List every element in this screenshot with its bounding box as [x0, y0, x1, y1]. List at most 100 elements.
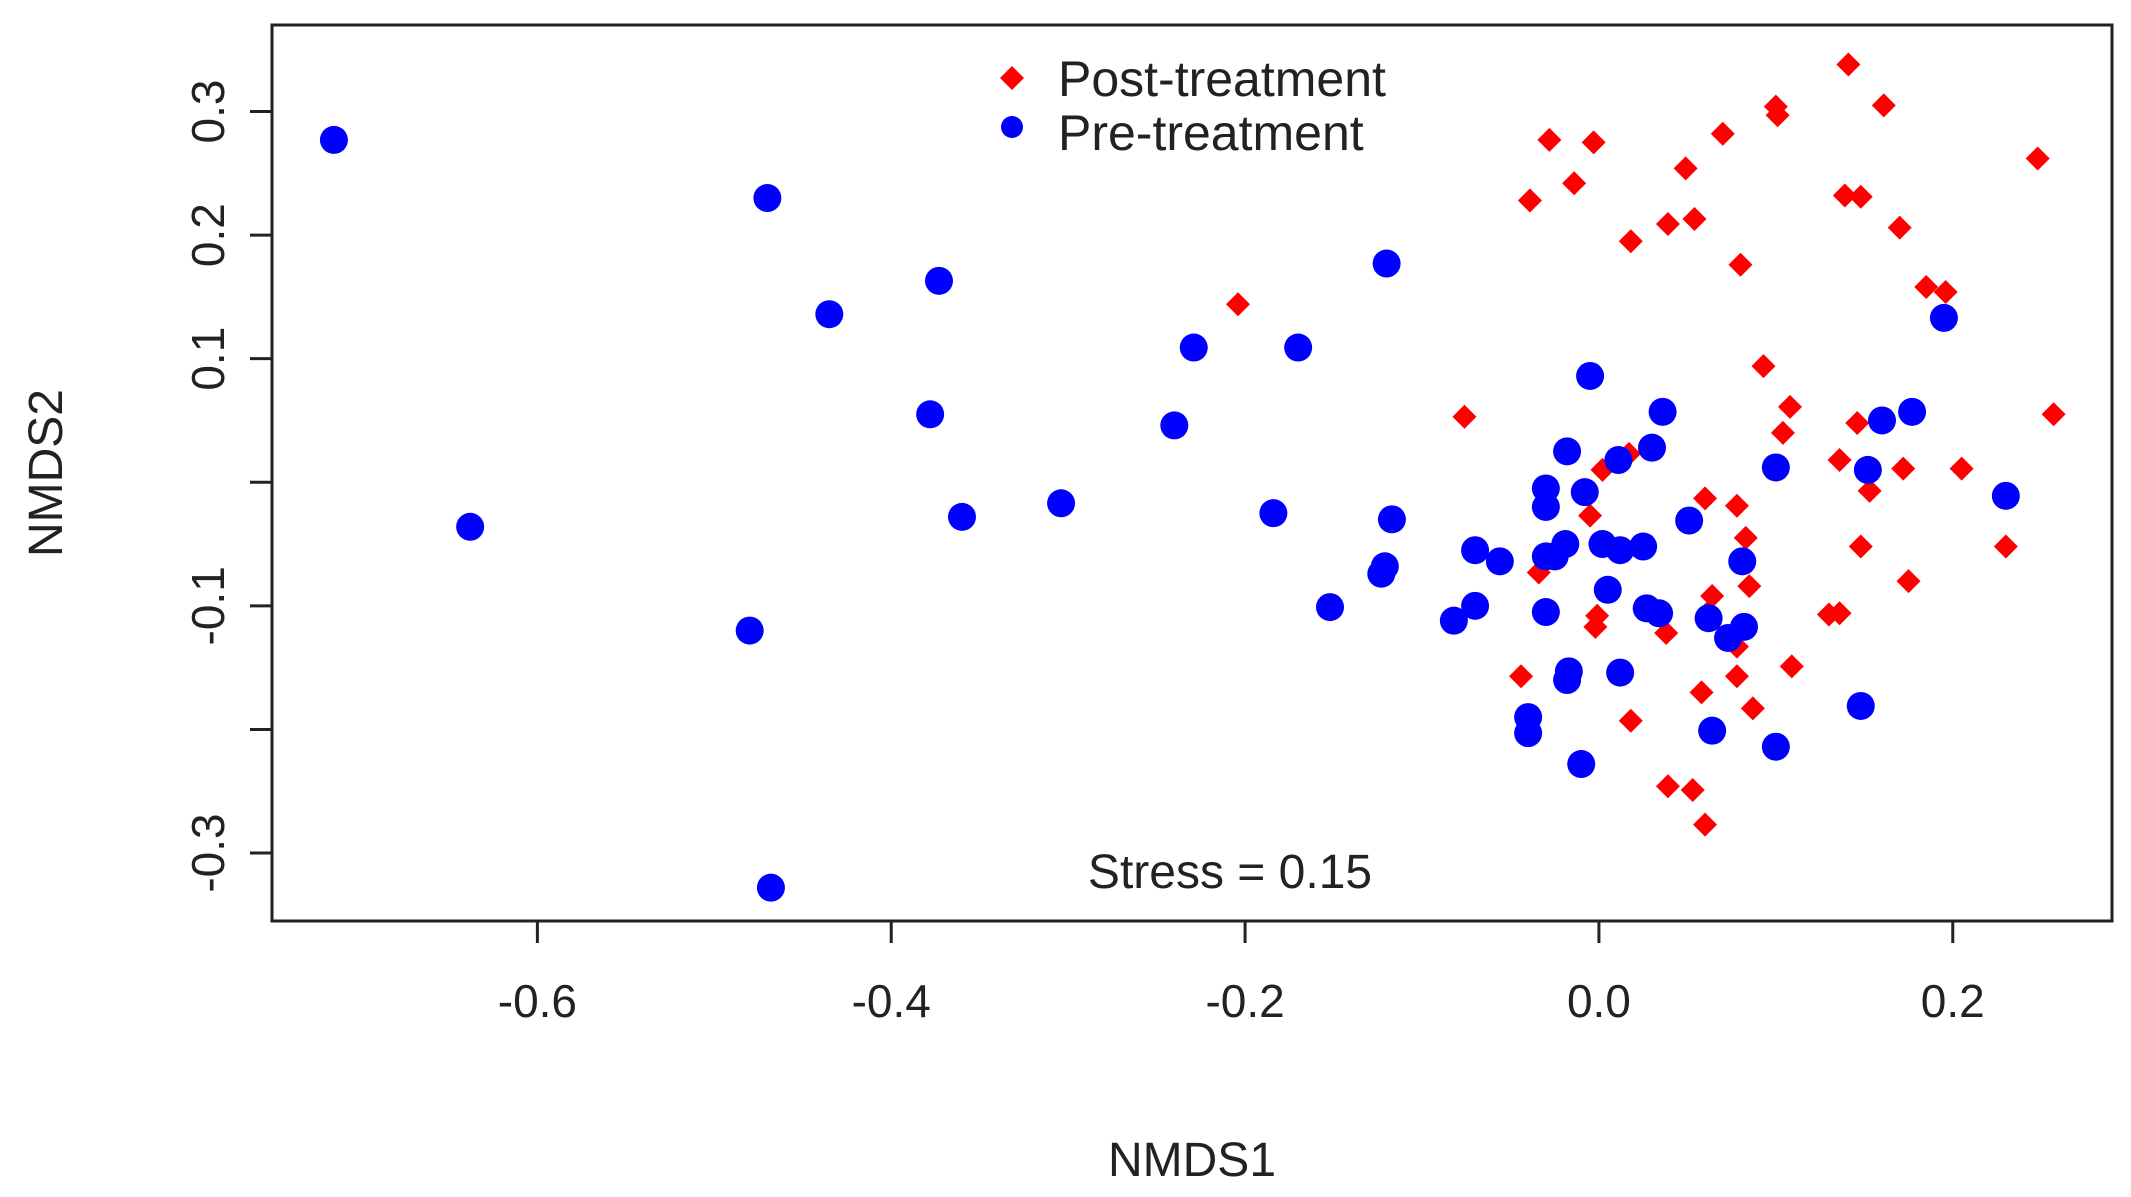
point-pre-treatment [1514, 719, 1543, 748]
point-pre-treatment [1645, 599, 1674, 628]
point-pre-treatment [1439, 606, 1468, 635]
point-pre-treatment [1991, 481, 2020, 510]
point-pre-treatment [1160, 411, 1189, 440]
point-pre-treatment [1638, 433, 1666, 462]
y-tick-label: 0.1 [182, 327, 234, 391]
x-tick-label: -0.4 [852, 975, 931, 1027]
point-post-treatment [1724, 493, 1749, 518]
y-tick-label: 0.3 [182, 80, 234, 144]
point-pre-treatment [1551, 530, 1580, 559]
legend-label-post-treatment: Post-treatment [1058, 51, 1386, 107]
y-axis-title: NMDS2 [20, 389, 73, 557]
point-pre-treatment [1461, 591, 1490, 620]
point-pre-treatment [1761, 453, 1790, 482]
point-pre-treatment [1284, 333, 1313, 362]
point-post-treatment [1733, 525, 1758, 550]
x-tick-label: 0.2 [1921, 975, 1985, 1027]
legend-marker-pre-treatment [1001, 116, 1023, 138]
point-post-treatment [1949, 456, 1974, 481]
point-post-treatment [1618, 229, 1643, 254]
point-post-treatment [1537, 127, 1562, 152]
point-post-treatment [1770, 420, 1795, 445]
stress-annotation: Stress = 0.15 [1088, 846, 1372, 899]
point-post-treatment [1896, 569, 1921, 594]
point-post-treatment [1836, 52, 1861, 77]
point-pre-treatment [753, 184, 782, 213]
point-post-treatment [1693, 812, 1718, 837]
point-post-treatment [1700, 583, 1725, 608]
point-pre-treatment [1898, 397, 1927, 426]
point-pre-treatment [925, 266, 953, 295]
point-post-treatment [1680, 777, 1705, 802]
point-post-treatment [1914, 275, 1939, 300]
point-pre-treatment [1531, 474, 1560, 503]
point-post-treatment [1737, 574, 1762, 599]
point-post-treatment [1832, 183, 1857, 208]
x-tick-label: -0.6 [498, 975, 577, 1027]
point-post-treatment [1728, 252, 1753, 277]
point-pre-treatment [1567, 750, 1596, 779]
x-axis: -0.6 -0.4 -0.2 0.0 0.2 [498, 919, 1985, 1027]
point-pre-treatment [815, 300, 844, 329]
point-pre-treatment [1593, 575, 1622, 604]
point-post-treatment [2041, 402, 2066, 427]
point-post-treatment [1827, 601, 1852, 626]
point-pre-treatment [756, 873, 785, 902]
point-post-treatment [1693, 486, 1718, 511]
x-axis-title: NMDS1 [1108, 1134, 1276, 1187]
point-post-treatment [2025, 146, 2050, 171]
legend-marker-post-treatment [1000, 66, 1024, 90]
point-pre-treatment [1606, 536, 1635, 565]
point-pre-treatment [1694, 604, 1723, 633]
point-pre-treatment [1377, 505, 1406, 534]
point-post-treatment [1778, 394, 1802, 419]
point-post-treatment [1682, 207, 1707, 232]
point-post-treatment [1452, 404, 1477, 429]
point-pre-treatment [1604, 446, 1633, 475]
point-post-treatment [1740, 696, 1765, 721]
point-post-treatment [1827, 448, 1852, 473]
point-pre-treatment [1648, 397, 1677, 426]
point-pre-treatment [1372, 249, 1401, 278]
point-post-treatment [1655, 211, 1680, 236]
legend: Post-treatment Pre-treatment [1000, 51, 1386, 161]
point-pre-treatment [1047, 489, 1076, 518]
point-pre-treatment [1259, 499, 1288, 528]
point-post-treatment [1871, 93, 1896, 118]
point-post-treatment [1724, 664, 1749, 689]
point-pre-treatment [1576, 361, 1605, 390]
point-post-treatment [1765, 103, 1790, 128]
point-post-treatment [1933, 279, 1958, 304]
point-pre-treatment [1606, 658, 1635, 687]
point-post-treatment [1509, 664, 1534, 689]
point-post-treatment [1581, 130, 1606, 155]
point-pre-treatment [456, 512, 485, 541]
point-post-treatment [1848, 184, 1873, 209]
point-pre-treatment [1730, 612, 1758, 641]
y-axis: -0.3 -0.1 0.1 0.2 0.3 [182, 80, 274, 893]
point-post-treatment [1226, 292, 1250, 317]
y-tick-label: 0.2 [182, 203, 234, 267]
point-post-treatment [1655, 774, 1680, 799]
point-post-treatment [1562, 171, 1587, 196]
x-tick-label: 0.0 [1567, 975, 1631, 1027]
point-pre-treatment [948, 502, 976, 531]
point-pre-treatment [1629, 532, 1658, 561]
point-pre-treatment [1868, 406, 1896, 435]
point-post-treatment [1710, 121, 1735, 146]
point-post-treatment [1779, 654, 1804, 679]
point-pre-treatment [1461, 536, 1490, 565]
point-post-treatment [1857, 478, 1882, 503]
point-post-treatment [1751, 354, 1776, 379]
point-pre-treatment [1929, 303, 1958, 332]
point-pre-treatment [1761, 732, 1790, 761]
point-post-treatment [1618, 708, 1643, 733]
point-post-treatment [1845, 410, 1870, 435]
point-pre-treatment [319, 125, 348, 154]
point-post-treatment [1673, 156, 1698, 181]
point-pre-treatment [1846, 691, 1875, 720]
point-post-treatment [1689, 680, 1714, 705]
point-post-treatment [1891, 456, 1916, 481]
